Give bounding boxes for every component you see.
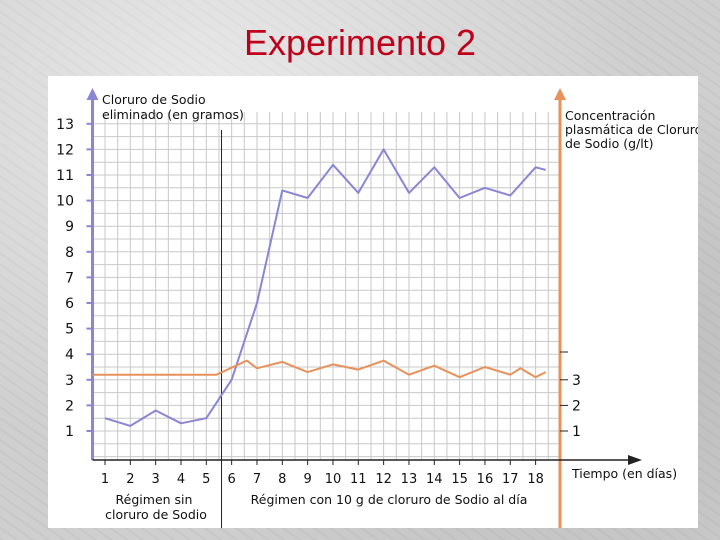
right-tick-label: 1 (572, 424, 581, 440)
left-tick-label: 13 (56, 117, 74, 133)
regime-label-no-sodium: cloruro de Sodio (105, 507, 207, 522)
left-tick-label: 4 (65, 347, 74, 363)
left-axis-title: eliminado (en gramos) (102, 107, 244, 122)
x-tick-label: 1 (101, 472, 109, 487)
x-tick-label: 12 (375, 472, 392, 487)
left-tick-label: 10 (56, 194, 74, 210)
x-tick-label: 11 (350, 472, 367, 487)
right-tick-label: 2 (572, 398, 581, 414)
left-axis-title: Cloruro de Sodio (102, 92, 206, 107)
x-tick-label: 7 (253, 472, 261, 487)
chart-panel: 1 2 3 4 5 6 7 8 9 10 11 12 13 1 2 3 1 2 3 4 5 6 7 8 9 10 11 12 13 14 1… (48, 76, 702, 528)
right-axis-title: Concentración (565, 108, 655, 123)
regime-label-with-sodium: Régimen con 10 g de cloruro de Sodio al … (251, 492, 528, 507)
left-tick-label: 7 (65, 270, 74, 286)
left-tick-label: 2 (65, 398, 74, 414)
x-tick-label: 6 (228, 472, 236, 487)
x-axis-title: Tiempo (en días) (571, 466, 677, 481)
sodium-excreted-series-line (104, 148, 546, 427)
right-tick-label: 3 (572, 373, 581, 389)
left-tick-label: 12 (56, 142, 74, 158)
x-tick-label: 17 (502, 472, 519, 487)
left-tick-label: 5 (65, 322, 74, 338)
left-tick-label: 6 (65, 296, 74, 312)
plasma-concentration-series-line (92, 359, 547, 379)
chart-axes (86, 88, 642, 528)
x-tick-label: 5 (202, 472, 210, 487)
left-tick-label: 3 (65, 373, 74, 389)
x-tick-label: 3 (152, 472, 160, 487)
x-tick-label: 18 (527, 472, 544, 487)
left-axis-arrow-icon (86, 88, 99, 100)
x-tick-label: 4 (177, 472, 185, 487)
left-tick-label: 11 (56, 168, 74, 184)
x-tick-label: 15 (451, 472, 468, 487)
x-tick-label: 9 (303, 472, 311, 487)
regime-label-no-sodium: Régimen sin (116, 492, 193, 507)
x-axis-arrow-icon (628, 455, 642, 465)
left-tick-label: 8 (65, 245, 74, 261)
slide-title: Experimento 2 (243, 22, 477, 63)
x-tick-label: 14 (426, 472, 443, 487)
x-tick-label: 16 (477, 472, 494, 487)
chart-grid (92, 112, 560, 460)
x-tick-label: 2 (126, 472, 134, 487)
right-axis-title: plasmática de Cloruro (565, 122, 698, 137)
x-tick-label: 8 (278, 472, 286, 487)
x-tick-label: 10 (325, 472, 342, 487)
left-tick-label: 1 (65, 424, 74, 440)
left-tick-label: 9 (65, 219, 74, 235)
right-axis-title: de Sodio (g/lt) (565, 136, 653, 151)
chart-series (92, 148, 547, 427)
x-tick-label: 13 (401, 472, 418, 487)
right-axis-arrow-icon (554, 88, 566, 100)
